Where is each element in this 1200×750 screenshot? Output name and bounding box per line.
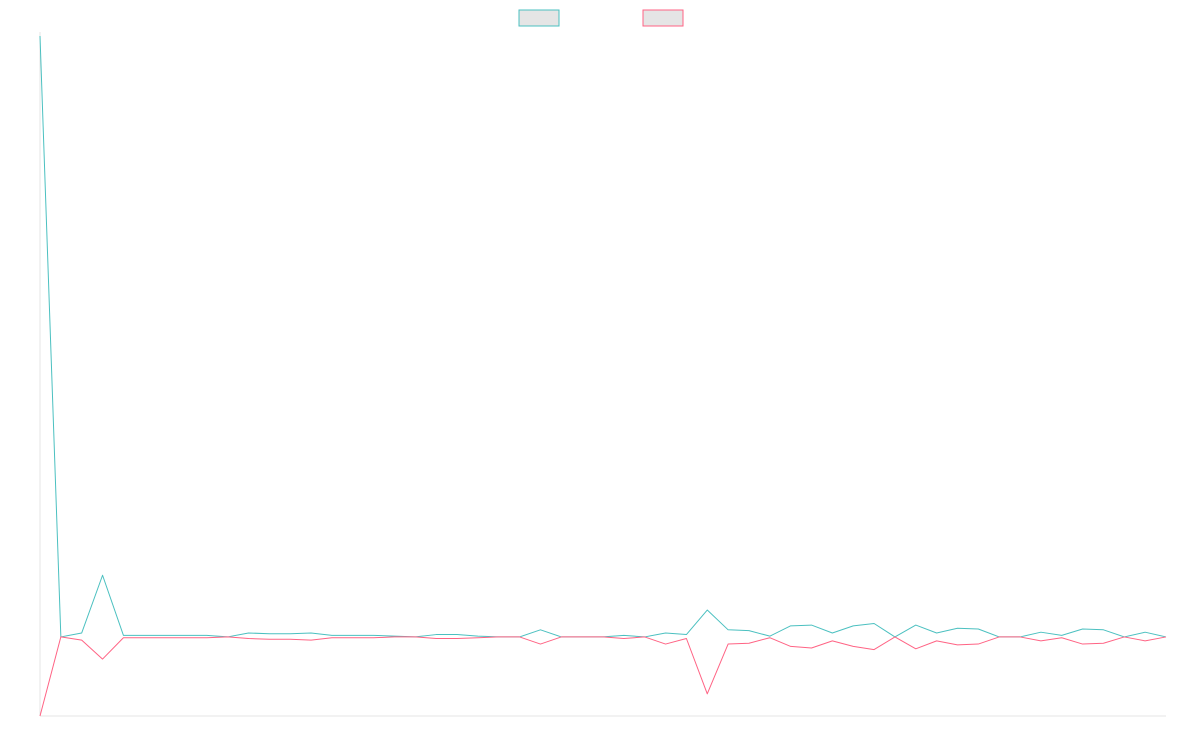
series-line-1 <box>39 35 1167 638</box>
series-line-2 <box>39 636 1167 717</box>
axes <box>39 32 1166 717</box>
series-lines <box>39 35 1167 717</box>
legend-swatch-2 <box>642 9 684 27</box>
legend <box>518 9 684 27</box>
legend-swatch-1 <box>518 9 560 27</box>
